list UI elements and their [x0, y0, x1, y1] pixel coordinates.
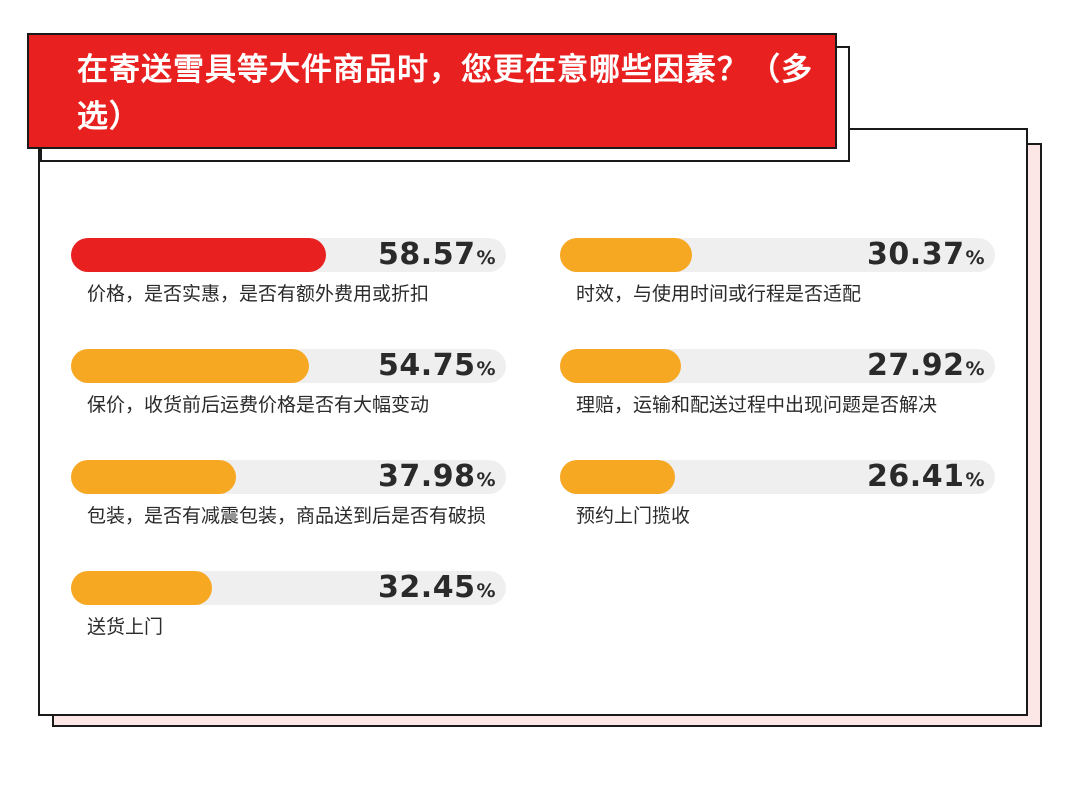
value-unit: % — [476, 247, 496, 269]
category-label: 送货上门 — [87, 616, 164, 638]
value-number: 58.57 — [378, 237, 476, 272]
value-number: 30.37 — [867, 237, 965, 272]
category-label: 时效，与使用时间或行程是否适配 — [576, 283, 862, 305]
value-number: 37.98 — [378, 459, 476, 494]
bar-row: 27.92% — [560, 348, 995, 383]
bar-row: 26.41% — [560, 459, 995, 494]
bar-value-label: 27.92% — [867, 347, 985, 388]
bar-fill — [560, 349, 682, 383]
value-number: 32.45 — [378, 570, 476, 605]
bar-value-label: 37.98% — [378, 458, 496, 499]
value-unit: % — [476, 358, 496, 380]
value-unit: % — [476, 469, 496, 491]
bar-value-label: 30.37% — [867, 236, 985, 277]
bar-row: 32.45% — [71, 570, 506, 605]
bar-value-label: 32.45% — [378, 569, 496, 610]
bar-value-label: 26.41% — [867, 458, 985, 499]
title-banner: 在寄送雪具等大件商品时，您更在意哪些因素？（多选） — [27, 33, 837, 149]
bar-fill — [71, 349, 310, 383]
bar-row: 30.37% — [560, 237, 995, 272]
chart-card — [38, 128, 1028, 716]
chart-title: 在寄送雪具等大件商品时，您更在意哪些因素？（多选） — [77, 52, 813, 135]
bar-item: 37.98% 包装，是否有减震包装，商品送到后是否有破损 — [71, 459, 506, 531]
category-label: 预约上门揽收 — [576, 505, 691, 527]
value-number: 27.92 — [867, 348, 965, 383]
category-label: 保价，收货前后运费价格是否有大幅变动 — [87, 394, 430, 416]
bar-item: 27.92% 理赔，运输和配送过程中出现问题是否解决 — [560, 348, 995, 420]
value-unit: % — [965, 358, 985, 380]
category-label: 理赔，运输和配送过程中出现问题是否解决 — [576, 394, 938, 416]
bar-row: 58.57% — [71, 237, 506, 272]
bar-item: 54.75% 保价，收货前后运费价格是否有大幅变动 — [71, 348, 506, 420]
value-number: 54.75 — [378, 348, 476, 383]
bar-fill — [71, 460, 237, 494]
category-label: 包装，是否有减震包装，商品送到后是否有破损 — [87, 505, 487, 527]
bar-fill — [71, 571, 213, 605]
category-label: 价格，是否实惠，是否有额外费用或折扣 — [87, 283, 430, 305]
value-unit: % — [476, 580, 496, 602]
bar-fill — [560, 238, 693, 272]
bar-row: 37.98% — [71, 459, 506, 494]
value-unit: % — [965, 247, 985, 269]
bar-row: 54.75% — [71, 348, 506, 383]
bar-item: 30.37% 时效，与使用时间或行程是否适配 — [560, 237, 995, 309]
bar-item: 58.57% 价格，是否实惠，是否有额外费用或折扣 — [71, 237, 506, 309]
bar-fill — [71, 238, 326, 272]
bar-fill — [560, 460, 675, 494]
bar-value-label: 58.57% — [378, 236, 496, 277]
value-unit: % — [965, 469, 985, 491]
bar-item: 26.41% 预约上门揽收 — [560, 459, 995, 531]
bar-item: 32.45% 送货上门 — [71, 570, 506, 642]
value-number: 26.41 — [867, 459, 965, 494]
bar-value-label: 54.75% — [378, 347, 496, 388]
